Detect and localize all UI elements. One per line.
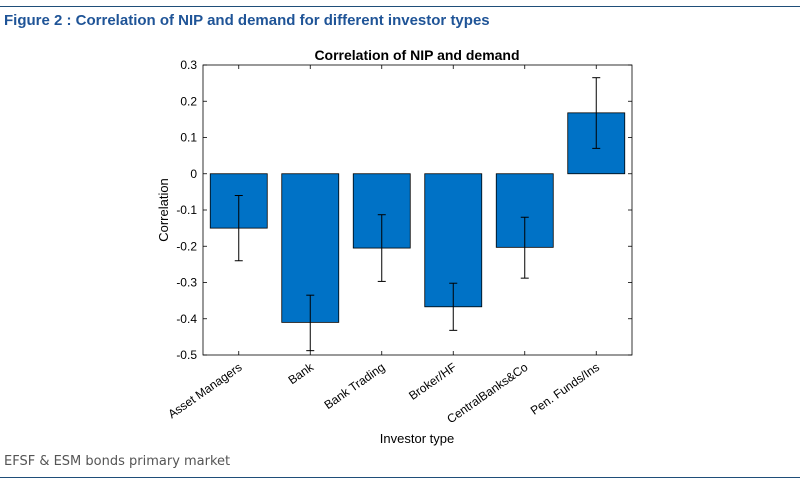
chart-title: Correlation of NIP and demand xyxy=(314,47,519,63)
y-axis-label: Correlation xyxy=(156,178,171,242)
x-tick-label: Pen. Funds/Ins xyxy=(528,360,602,418)
bar-chart: Correlation of NIP and demand 0.30.20.10… xyxy=(156,47,633,446)
bottom-rule xyxy=(0,477,800,478)
top-rule xyxy=(0,6,800,7)
y-tick-label: 0.2 xyxy=(180,94,197,108)
y-tick-label: -0.5 xyxy=(176,348,197,362)
x-tick-label: Asset Managers xyxy=(165,360,244,421)
x-axis-label: Investor type xyxy=(380,431,454,446)
y-tick-label: -0.2 xyxy=(176,239,197,253)
y-tick-label: -0.4 xyxy=(176,312,197,326)
y-tick-label: 0.1 xyxy=(180,131,197,145)
y-tick-label: -0.1 xyxy=(176,203,197,217)
y-tick-label: -0.3 xyxy=(176,276,197,290)
x-tick-label: Bank xyxy=(286,359,317,387)
x-tick-label: Broker/HF xyxy=(406,360,459,403)
x-tick-label: Bank Trading xyxy=(322,360,388,412)
y-tick-label: 0.3 xyxy=(180,58,197,72)
source-note: EFSF & ESM bonds primary market xyxy=(4,454,231,469)
figure-title: Figure 2 : Correlation of NIP and demand… xyxy=(4,12,490,29)
y-tick-label: 0 xyxy=(190,167,197,181)
